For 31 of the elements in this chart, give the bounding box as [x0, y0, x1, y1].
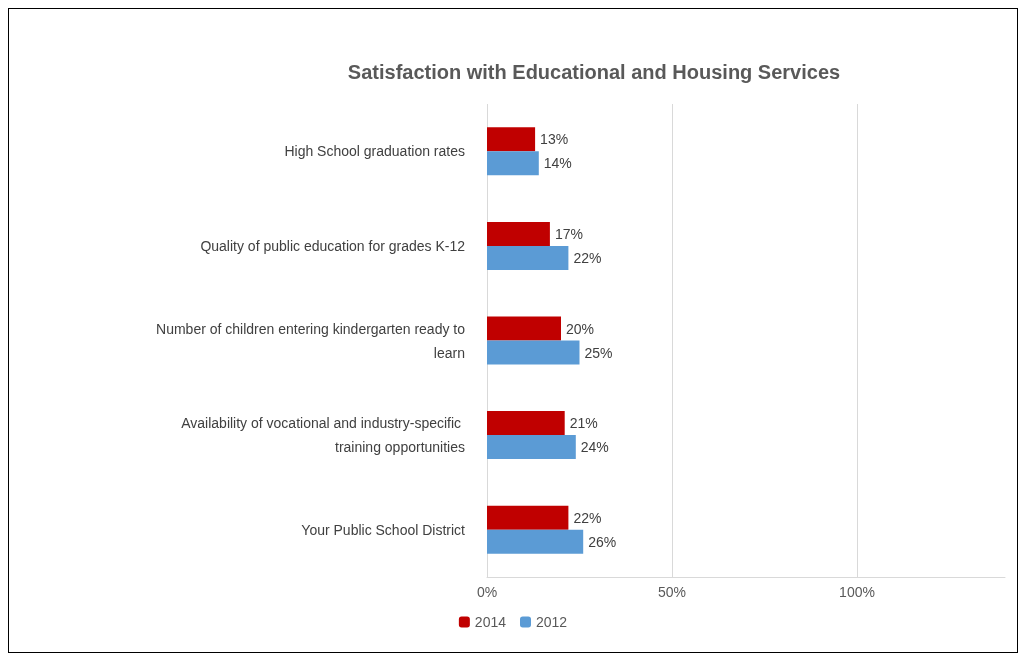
data-label: 26%	[588, 533, 617, 550]
data-label: 20%	[566, 320, 595, 337]
bar	[487, 340, 580, 365]
bar	[487, 221, 550, 246]
data-label: 22%	[573, 249, 602, 266]
data-label: 21%	[569, 415, 598, 432]
x-tick-label: 0%	[476, 584, 498, 600]
y-tick-label: High School graduation rates	[284, 143, 465, 160]
bar	[487, 411, 565, 436]
x-tick-label: 50%	[657, 584, 687, 600]
y-tick-label: Number of children entering kindergarten ready to learn	[156, 320, 466, 361]
bar	[487, 316, 561, 341]
legend-label: 2012	[536, 614, 568, 630]
data-label: 14%	[543, 155, 572, 172]
data-label: 17%	[554, 225, 583, 242]
y-tick-label: Your Public School District	[301, 521, 466, 538]
bar	[487, 435, 576, 460]
chart-title: Satisfaction with Educational and Housing Services	[347, 61, 841, 83]
bar	[487, 151, 539, 176]
legend-label: 2014	[474, 614, 507, 630]
data-label: 22%	[573, 509, 602, 526]
bar	[487, 245, 569, 270]
x-tick-label: 100%	[839, 584, 875, 600]
bar	[487, 505, 569, 530]
y-tick-label: Availability of vocational and industry-specific training opportunities	[181, 415, 465, 456]
bar	[487, 127, 536, 152]
data-label: 25%	[584, 344, 613, 361]
bar	[487, 529, 584, 554]
y-tick-label: Quality of public education for grades K-12	[200, 237, 466, 254]
data-label: 24%	[580, 439, 609, 456]
data-label: 13%	[540, 131, 569, 148]
